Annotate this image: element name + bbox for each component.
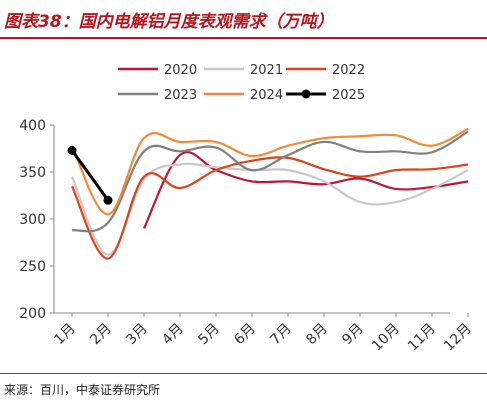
x-tick-label: 4月 — [159, 321, 187, 349]
series-line-2022 — [71, 156, 469, 260]
x-tick-label: 3月 — [123, 321, 151, 349]
x-tick-label: 5月 — [195, 321, 223, 349]
y-tick-label: 200 — [19, 306, 46, 322]
y-tick-label: 350 — [19, 165, 46, 181]
x-tick-label: 10月 — [369, 321, 403, 355]
series-line-2023 — [71, 130, 469, 233]
legend-label-2025: 2025 — [332, 88, 365, 103]
title-divider — [0, 37, 487, 39]
data-point-2025 — [103, 195, 113, 205]
x-tick-label: 2月 — [87, 321, 115, 349]
line-chart: 2020 2021 2022 2023 2024 2025 200 250 300 350 400… — [19, 63, 475, 354]
x-tick-label: 1月 — [51, 321, 79, 349]
x-tick-label: 8月 — [303, 321, 331, 349]
series-line-2020 — [143, 151, 469, 229]
axes: 200 250 300 350 400 1月 2月 3月 4月 5月 6月 7月 8月 9月 10月 11月 1… — [19, 118, 475, 354]
source-note: 来源：百川，中泰证券研究所 — [4, 383, 161, 397]
legend-label-2022: 2022 — [332, 63, 365, 78]
legend: 2020 2021 2022 2023 2024 2025 — [118, 63, 365, 103]
title-bar: 图表38：国内电解铝月度表观需求（万吨） — [0, 0, 487, 42]
legend-label-2021: 2021 — [250, 63, 283, 78]
x-tick-label: 12月 — [441, 321, 475, 355]
chart-title: 图表38：国内电解铝月度表观需求（万吨） — [4, 12, 334, 32]
x-tick-label: 6月 — [231, 321, 259, 349]
legend-label-2024: 2024 — [250, 88, 283, 103]
source-divider — [0, 373, 487, 374]
series-line-2024 — [71, 127, 469, 216]
x-tick-label: 11月 — [405, 321, 439, 355]
series-layer — [67, 127, 469, 260]
y-tick-label: 400 — [19, 118, 46, 134]
data-point-2025 — [67, 145, 77, 155]
x-tick-label: 7月 — [267, 321, 295, 349]
legend-label-2023: 2023 — [164, 88, 197, 103]
x-tick-label: 9月 — [339, 321, 367, 349]
legend-label-2020: 2020 — [164, 63, 197, 78]
y-tick-label: 300 — [19, 212, 46, 228]
series-line-2021 — [70, 162, 469, 256]
legend-marker-2025 — [301, 89, 311, 99]
y-tick-label: 250 — [19, 259, 46, 275]
